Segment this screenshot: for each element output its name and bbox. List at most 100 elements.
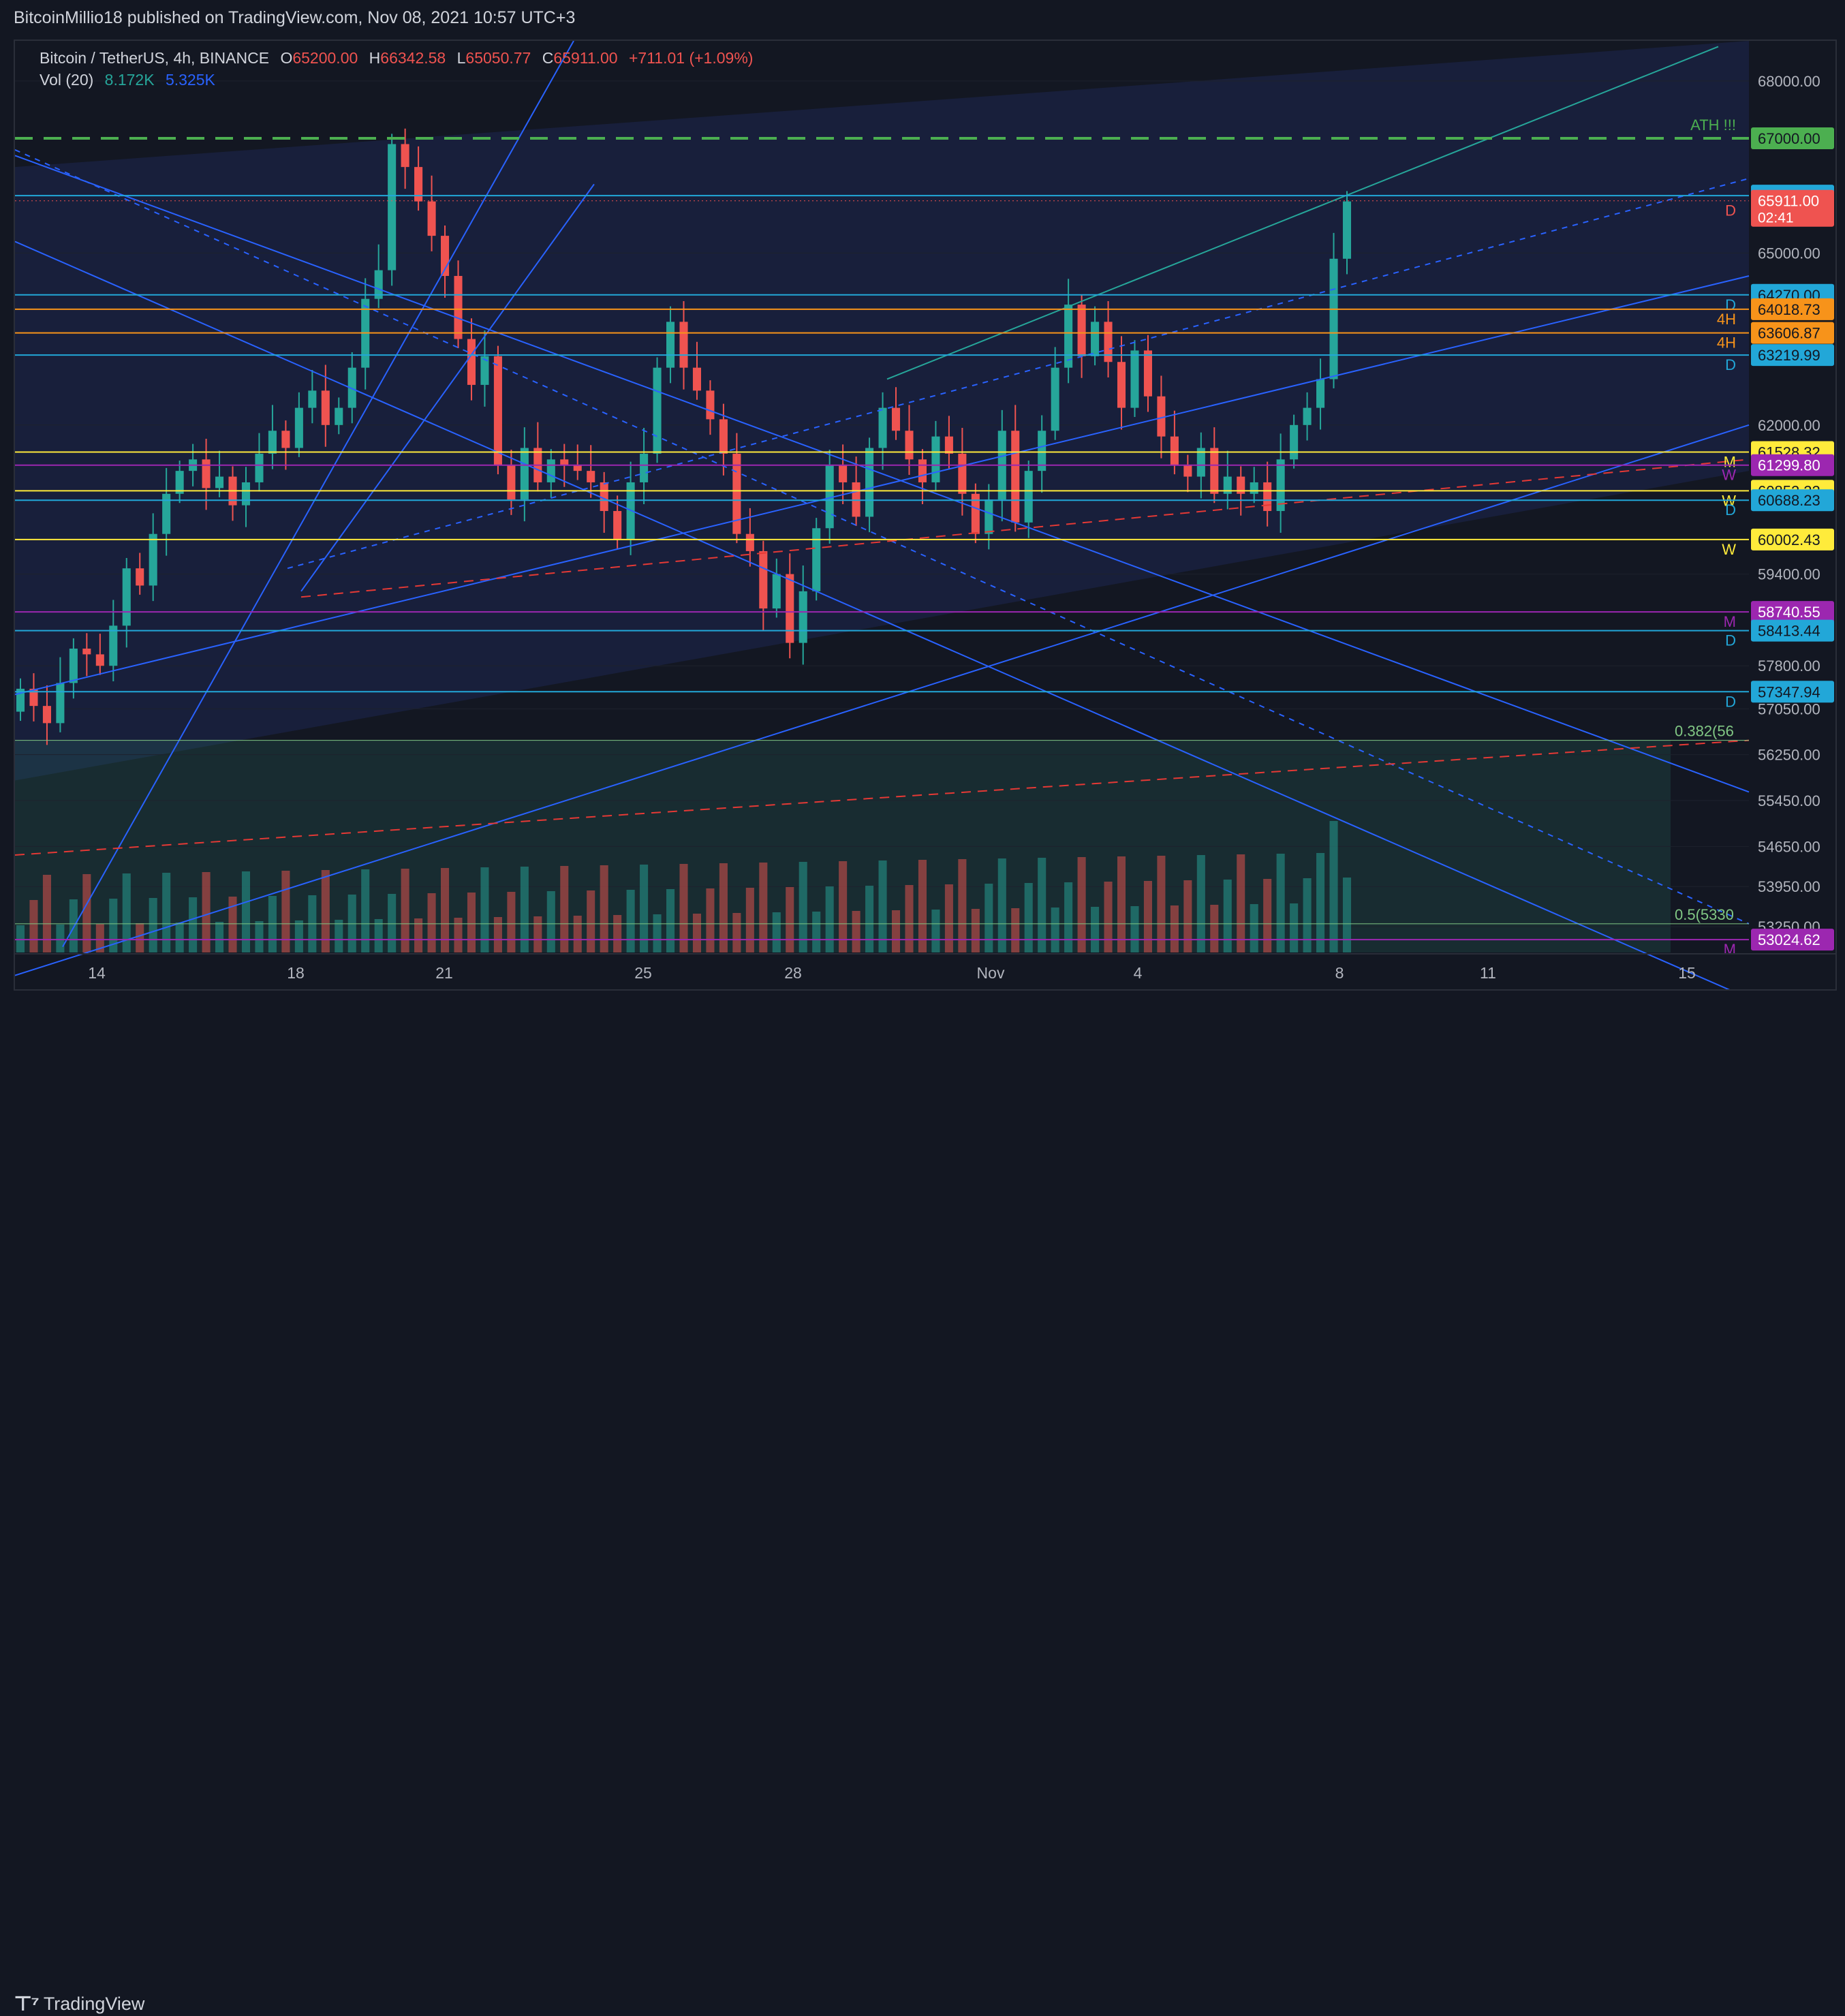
volume-bar [1143, 881, 1152, 952]
candle-body [95, 654, 104, 666]
price-badge-label: 58740.55 [1758, 604, 1820, 621]
volume-bar [189, 897, 198, 952]
candle-body [1276, 459, 1285, 512]
volume-bar [786, 887, 794, 952]
candle-body [414, 167, 423, 202]
candle-body [891, 407, 901, 431]
volume-bar [374, 919, 383, 952]
volume-bar [666, 889, 675, 952]
volume-bar [335, 920, 343, 952]
candle-body [732, 453, 741, 534]
candle-body [971, 493, 980, 534]
mid-channel-dashed [15, 149, 1750, 925]
candle-body [281, 431, 290, 448]
volume-bar [241, 871, 251, 952]
candle-body [1011, 431, 1020, 523]
volume-bar [215, 922, 224, 952]
candle-body [335, 407, 343, 425]
volume-bar [1091, 907, 1100, 952]
candle-body [467, 339, 476, 385]
volume-bar [361, 869, 370, 952]
candle-body [29, 688, 38, 707]
tradingview-brand: TradingView [43, 1994, 145, 2014]
price-badge [1751, 344, 1834, 367]
candle-body [454, 276, 463, 339]
volume-bar [1303, 878, 1312, 952]
candle-body [626, 482, 635, 540]
tradingview-logo[interactable]: ⊤⁷ TradingView [14, 1992, 144, 2016]
volume-bar [162, 873, 171, 952]
candle-body [679, 322, 688, 368]
candle-body [1342, 201, 1352, 259]
candle-body [1117, 362, 1126, 408]
volume-bar [626, 890, 635, 952]
candle-body [1077, 305, 1086, 356]
volume-bar [1038, 858, 1046, 952]
candle-body [1064, 305, 1073, 368]
candle-body [1303, 407, 1312, 425]
candle-body [1104, 322, 1113, 362]
candle-body [56, 683, 65, 724]
bar-countdown: 02:41 [1758, 211, 1794, 226]
symbol-legend: Bitcoin / TetherUS, 4h, BINANCE O65200.0… [40, 49, 760, 67]
candle-body [786, 574, 794, 643]
symbol-title[interactable]: Bitcoin / TetherUS, 4h, BINANCE [40, 49, 270, 67]
volume-bar [136, 923, 144, 952]
candle-body [560, 459, 569, 465]
chart-frame[interactable]: ATH !!! D D 4H 4H D M W W D W M D D M 0.382(56 0.5(5330 6… [14, 40, 1837, 991]
volume-bar [507, 892, 516, 952]
candle-body [308, 390, 317, 408]
red-dashed-trend-line-2 [300, 459, 1750, 598]
publish-line: BitcoinMillio18 published on TradingView… [14, 8, 575, 28]
channel-upper-line [15, 155, 1750, 793]
candle-body [268, 431, 277, 454]
price-badge-label: 60002.43 [1758, 531, 1820, 548]
x-tick-label: 11 [1480, 964, 1496, 982]
volume-bar [321, 870, 330, 952]
y-tick-label: 53950.00 [1758, 878, 1820, 895]
candle-body [1183, 465, 1192, 477]
x-tick-label: 14 [88, 964, 106, 982]
volume-bar [1064, 882, 1073, 952]
low-label: L [456, 49, 466, 67]
volume-bar [1250, 904, 1258, 952]
candle-body [587, 471, 595, 482]
volume-bar [42, 875, 51, 952]
level-tag: 4H [1717, 311, 1736, 328]
volume-bar [1237, 854, 1245, 952]
volume-bar [573, 916, 582, 952]
price-badge-label: 63219.99 [1758, 347, 1820, 364]
fib-label: 0.5(5330 [1675, 906, 1734, 923]
volume-label[interactable]: Vol (20) [40, 71, 94, 89]
candle-body [546, 459, 555, 482]
volume-bar [692, 914, 702, 952]
price-badge [1751, 601, 1834, 623]
volume-bar [1170, 905, 1179, 952]
volume-bar [175, 922, 184, 952]
level-tag: W [1722, 541, 1736, 558]
chart-canvas[interactable]: ATH !!!DD4H4HDMWWDWMDDM0.382(560.5(53306… [15, 41, 1835, 989]
candle-body [1223, 476, 1232, 494]
volume-bar [1210, 905, 1219, 952]
volume-value-1: 8.172K [104, 71, 155, 89]
price-badge-label: 65911.00 [1758, 193, 1819, 210]
low-value: 65050.77 [465, 49, 531, 67]
y-tick-label: 54650.00 [1758, 838, 1820, 855]
candle-body [719, 419, 728, 454]
price-badge-label: 60688.23 [1758, 492, 1820, 509]
candle-body [175, 471, 184, 494]
volume-bar [745, 888, 754, 952]
volume-bar [640, 865, 649, 952]
volume-bar [1290, 903, 1299, 952]
author-name[interactable]: BitcoinMillio18 [14, 8, 123, 27]
steep-trend-line-2 [300, 183, 595, 592]
close-label: C [542, 49, 554, 67]
candle-body [1290, 424, 1299, 460]
volume-bar [944, 884, 953, 952]
price-badge [1751, 298, 1834, 320]
candle-body [507, 465, 516, 500]
volume-bar [1104, 882, 1113, 952]
price-badge [1751, 127, 1834, 150]
volume-bar [799, 862, 807, 952]
change-value: +711.01 (+1.09%) [629, 49, 754, 67]
